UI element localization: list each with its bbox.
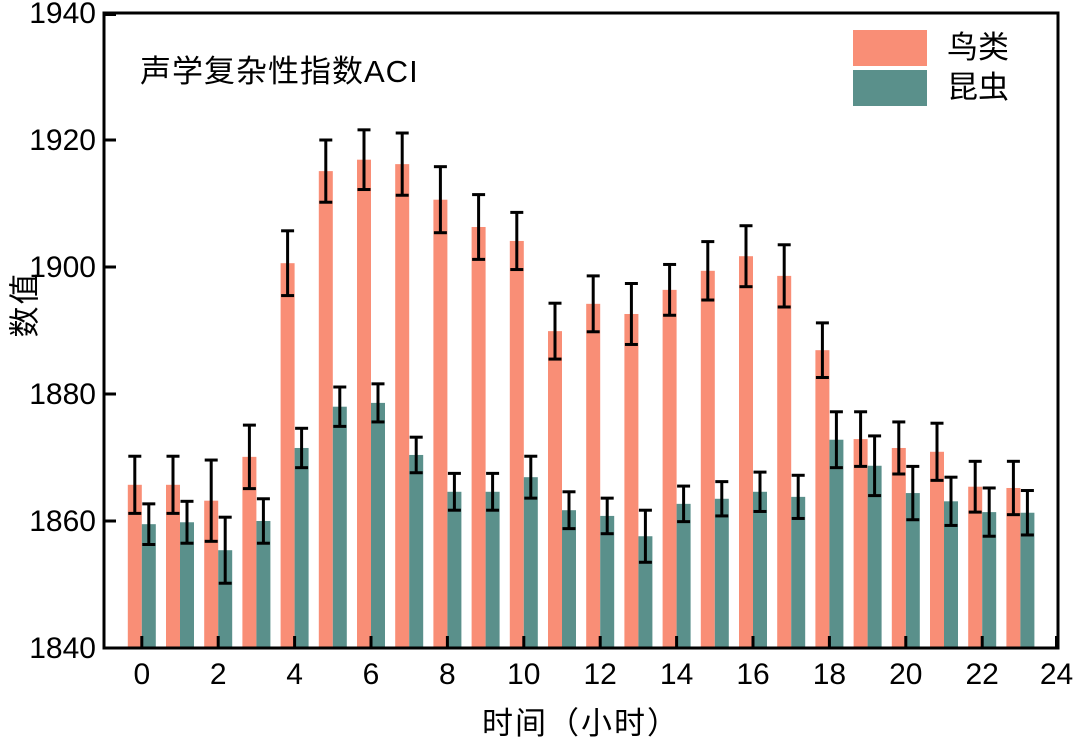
bird-bar-h11 — [548, 331, 562, 648]
insect-bar-h15 — [714, 498, 729, 648]
insect-bar-h14 — [676, 503, 691, 648]
x-tick-label-4: 4 — [286, 658, 303, 691]
y-tick-label-1840: 1840 — [29, 632, 96, 665]
x-tick-label-20: 20 — [889, 658, 922, 691]
bird-bar-h13 — [624, 313, 639, 648]
insect-bar-h9 — [485, 491, 500, 648]
bird-bar-h17 — [777, 275, 792, 648]
x-tick-label-18: 18 — [813, 658, 846, 691]
bird-bar-h21 — [930, 451, 944, 648]
x-tick-label-0: 0 — [133, 658, 150, 691]
insect-bar-h12 — [600, 515, 615, 648]
insect-bar-h22 — [982, 512, 997, 648]
bird-bar-h3 — [242, 456, 257, 648]
insect-bar-h2 — [218, 550, 233, 648]
bird-bar-h5 — [318, 171, 333, 649]
insect-bar-h17 — [791, 496, 806, 648]
insect-bar-h20 — [905, 493, 920, 648]
x-tick-label-10: 10 — [507, 658, 540, 691]
birds-label: 鸟类 — [947, 30, 1009, 65]
bird-bar-h2 — [204, 500, 219, 648]
y-tick-label-1860: 1860 — [29, 505, 96, 538]
insect-bar-h11 — [562, 510, 576, 648]
insect-bar-h3 — [256, 521, 271, 648]
bird-bar-h1 — [166, 484, 180, 648]
bird-bar-h0 — [127, 484, 142, 648]
insect-bar-h23 — [1020, 512, 1035, 648]
insect-bar-h21 — [944, 501, 958, 648]
legend-item-birds: 鸟类 — [853, 30, 1009, 66]
bird-bar-h19 — [853, 439, 868, 648]
bird-bar-h8 — [433, 199, 448, 648]
insect-bar-h6 — [371, 402, 385, 648]
bird-bar-h14 — [662, 289, 677, 648]
y-tick-label-1920: 1920 — [29, 124, 96, 157]
y-axis-label: 数值 — [7, 271, 43, 338]
x-tick-label-6: 6 — [363, 658, 380, 691]
x-tick-label-12: 12 — [584, 658, 617, 691]
insect-bar-h10 — [523, 477, 538, 648]
insect-bar-h16 — [753, 491, 767, 648]
plot-border — [102, 11, 1060, 650]
legend: 鸟类 昆虫 — [853, 30, 1009, 106]
bird-bar-h10 — [509, 240, 524, 648]
x-tick-label-24: 24 — [1040, 658, 1073, 691]
x-tick-label-8: 8 — [439, 658, 456, 691]
y-tick-label-1900: 1900 — [29, 251, 96, 284]
x-axis-label: 时间（小时） — [482, 706, 680, 741]
insects-label: 昆虫 — [947, 70, 1009, 105]
x-tick-label-16: 16 — [736, 658, 769, 691]
insect-bar-h5 — [332, 406, 347, 648]
bird-bar-h16 — [739, 256, 753, 648]
insect-bar-h1 — [180, 522, 194, 648]
bird-bar-h20 — [891, 447, 906, 648]
bird-bar-h18 — [815, 350, 830, 648]
bird-bar-h9 — [471, 226, 486, 648]
birds-swatch — [853, 30, 927, 66]
x-tick-label-14: 14 — [660, 658, 693, 691]
y-tick-label-1880: 1880 — [29, 378, 96, 411]
legend-item-insects: 昆虫 — [853, 70, 1009, 106]
chart-title: 声学复杂性指数ACI — [140, 54, 419, 89]
x-tick-label-22: 22 — [966, 658, 999, 691]
bird-bar-h22 — [968, 486, 983, 648]
bird-bar-h7 — [395, 164, 410, 648]
insect-bar-h18 — [829, 439, 844, 648]
insect-bar-h19 — [867, 465, 882, 648]
insect-bar-h0 — [141, 524, 156, 648]
x-tick-label-2: 2 — [210, 658, 227, 691]
bird-bar-h4 — [280, 263, 295, 648]
bird-bar-h12 — [586, 303, 601, 648]
bird-bar-h6 — [357, 159, 371, 648]
bird-bar-h23 — [1006, 487, 1021, 648]
insect-bar-h7 — [409, 454, 424, 648]
insect-bar-h13 — [638, 536, 653, 648]
insect-bar-h8 — [447, 491, 462, 648]
y-tick-label-1940: 1940 — [29, 0, 96, 30]
insect-bar-h4 — [294, 447, 309, 648]
bird-bar-h15 — [700, 270, 715, 648]
insects-swatch — [853, 70, 927, 106]
